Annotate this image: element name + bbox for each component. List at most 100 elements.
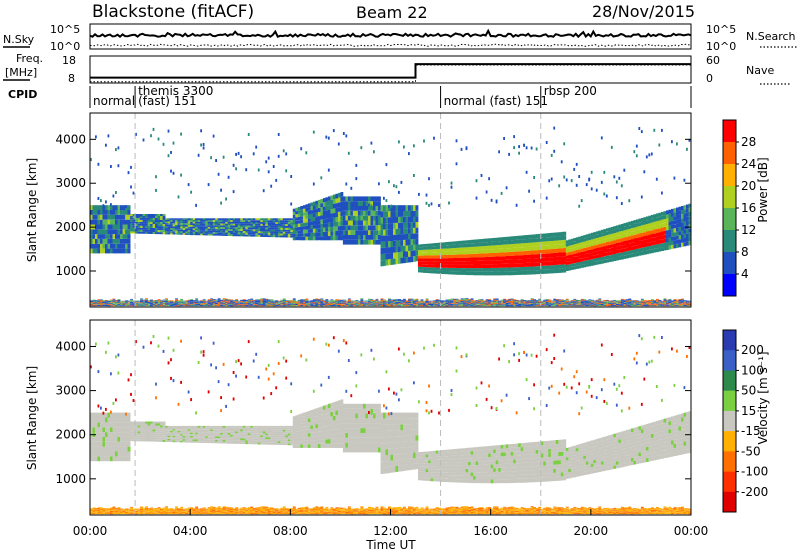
echo-cell (673, 304, 677, 306)
echo-cell (615, 305, 619, 306)
echo-cell (625, 222, 629, 226)
echo-cell (485, 249, 489, 254)
echo-cell (575, 262, 579, 266)
echo-cell (290, 226, 294, 228)
echo-cell (648, 303, 652, 305)
echo-cell (430, 264, 434, 268)
echo-cell (515, 271, 519, 275)
echo-cell (265, 220, 269, 223)
echo-cell (155, 300, 158, 302)
echo-cell (302, 300, 306, 302)
echo-cell (455, 257, 459, 262)
echo-cell (105, 300, 108, 301)
echo-cell (345, 215, 349, 221)
echo-cell (413, 300, 416, 301)
echo-cell (177, 302, 181, 304)
echo-cell (265, 229, 269, 232)
echo-cell (265, 218, 269, 221)
echo-cell (658, 300, 662, 302)
echo-cell (493, 267, 497, 272)
echo-cell (237, 304, 241, 305)
echo-cell (250, 300, 254, 302)
echo-cell (598, 303, 602, 305)
echo-cell (395, 299, 399, 300)
echo-cell (282, 305, 286, 307)
echo-cell (603, 304, 607, 306)
echo-cell (252, 223, 256, 226)
echo-cell (150, 226, 153, 228)
echo-cell (635, 302, 639, 304)
echo-cell (177, 303, 181, 305)
echo-cell (473, 250, 476, 254)
echo-cell (187, 230, 191, 232)
echo-cell (255, 227, 259, 230)
echo-cell (443, 301, 446, 303)
echo-cell (192, 220, 196, 222)
echo-cell (460, 264, 464, 268)
echo-cell (658, 301, 662, 302)
echo-cell (423, 261, 426, 265)
freq-left-tick-bottom: 8 (68, 72, 75, 85)
echo-cell (232, 227, 236, 229)
echo-cell (345, 225, 349, 231)
echo-cell (430, 270, 434, 274)
echo-cell (230, 230, 234, 233)
echo-cell (635, 304, 639, 305)
echo-cell (102, 248, 106, 254)
echo-cell (428, 264, 431, 268)
echo-cell (473, 253, 476, 258)
echo-cell (142, 301, 146, 303)
echo-cell (230, 304, 234, 306)
echo-cell (395, 217, 399, 223)
echo-cell (595, 304, 599, 305)
echo-cell (257, 231, 261, 234)
echo-cell (418, 304, 421, 305)
echo-cell (125, 302, 128, 303)
echo-cell (270, 184, 273, 188)
echo-cell (460, 299, 464, 300)
echo-cell (190, 299, 194, 301)
echo-cell (650, 226, 654, 231)
freq-left-tick-top: 18 (62, 54, 76, 67)
echo-cell (668, 217, 672, 222)
echo-cell (533, 303, 537, 304)
echo-cell (538, 270, 542, 275)
echo-cell (302, 302, 306, 304)
echo-cell (357, 304, 361, 305)
echo-cell (165, 224, 168, 227)
echo-cell (563, 243, 567, 248)
echo-cell (635, 302, 639, 303)
echo-cell (568, 301, 572, 302)
echo-cell (357, 302, 361, 303)
echo-cell (388, 299, 391, 300)
echo-cell (240, 229, 244, 231)
echo-cell (438, 248, 441, 252)
echo-cell (498, 301, 502, 302)
echo-cell (495, 305, 499, 307)
echo-cell (195, 303, 199, 304)
echo-cell (560, 264, 564, 269)
echo-cell (661, 227, 664, 232)
echo-cell (150, 299, 153, 301)
echo-cell (363, 235, 366, 240)
echo-cell (615, 235, 619, 240)
echo-cell (650, 299, 654, 300)
echo-cell (465, 243, 469, 248)
echo-cell (205, 304, 209, 305)
echo-cell (385, 301, 389, 303)
echo-cell (365, 302, 369, 304)
echo-cell (478, 301, 481, 302)
echo-cell (210, 302, 214, 303)
echo-cell (390, 304, 394, 305)
echo-cell (413, 299, 416, 301)
echo-cell (430, 202, 433, 206)
echo-cell (285, 224, 289, 226)
echo-cell (102, 302, 106, 304)
echo-cell (410, 301, 414, 303)
echo-cell (515, 259, 519, 264)
echo-cell (590, 304, 594, 306)
echo-cell (518, 243, 522, 248)
echo-cell (97, 229, 101, 235)
echo-cell (620, 299, 624, 301)
echo-cell (585, 304, 589, 305)
